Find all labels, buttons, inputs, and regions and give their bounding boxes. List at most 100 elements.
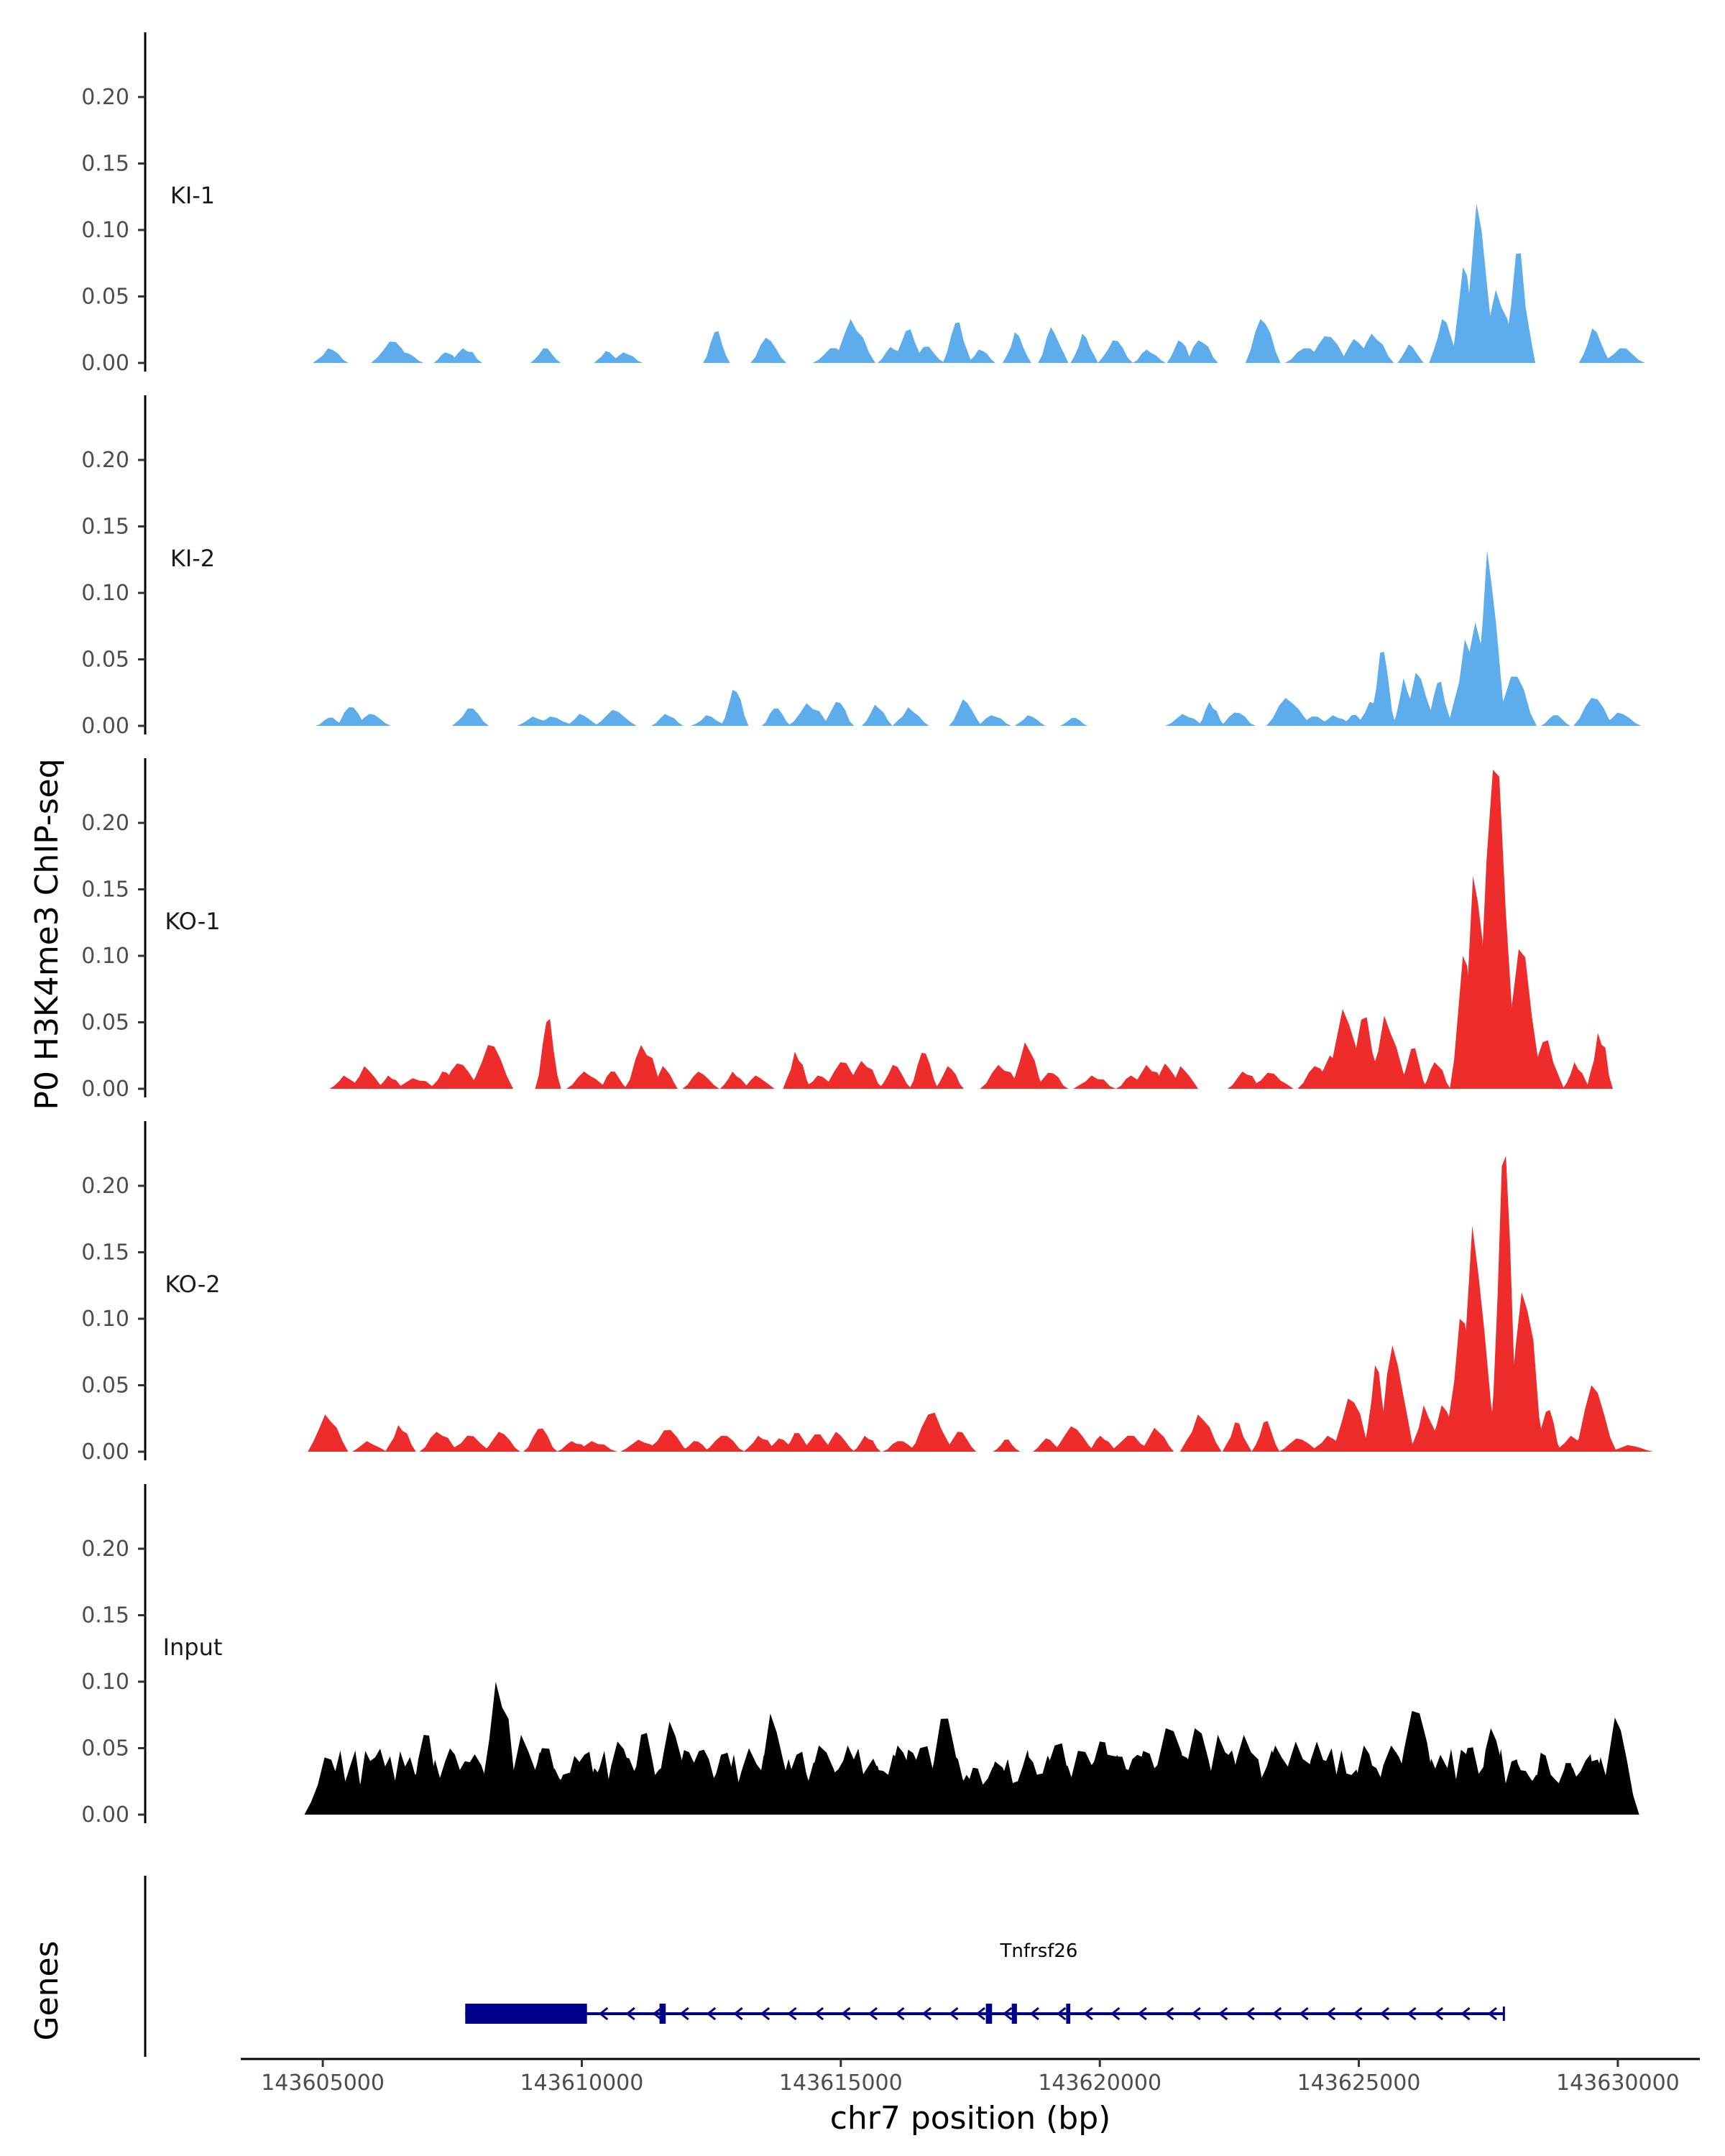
signal-peak — [845, 1061, 884, 1089]
y-tick-label: 0.05 — [81, 285, 129, 310]
signal-peak — [1222, 1735, 1273, 1815]
y-tick-label: 0.10 — [81, 1669, 129, 1695]
strand-arrow — [1325, 2007, 1336, 2021]
track-ko-2: 0.00 0.05 0.10 0.15 0.20 KO-2 — [81, 1121, 1653, 1465]
signal-peak — [1183, 340, 1218, 363]
signal-peak — [1473, 550, 1506, 726]
strand-arrow — [895, 2007, 905, 2021]
signal-peak — [680, 1441, 712, 1452]
signal-peak — [878, 1064, 912, 1089]
signal-peak — [682, 1072, 719, 1089]
gene-exon — [1011, 2004, 1017, 2024]
gene-utr-exon — [465, 2004, 587, 2024]
track-ko-1: 0.00 0.05 0.10 0.15 0.20 KO-1 — [81, 758, 1613, 1102]
y-tick-label: 0.10 — [81, 218, 129, 243]
strand-arrow — [1164, 2007, 1174, 2021]
signal-peak — [1599, 712, 1642, 726]
track-ki-1: 0.00 0.05 0.10 0.15 0.20 KI-1 — [81, 32, 1645, 376]
signal-peak — [1198, 701, 1225, 726]
signal-peak — [892, 707, 929, 726]
signal-peak — [523, 1428, 558, 1452]
signal-peak — [469, 1045, 513, 1089]
signal-peak — [1014, 715, 1046, 726]
signal-peak — [624, 1045, 664, 1089]
tracks-layer: 0.00 0.05 0.10 0.15 0.20 KI-1 0.00 0.05 0.10 0.15… — [81, 32, 1653, 1828]
signal-peak — [624, 1733, 664, 1815]
signal-peak — [942, 322, 972, 363]
signal-peak — [787, 703, 832, 726]
signal-peak — [861, 704, 893, 726]
y-tick-label: 0.00 — [81, 351, 129, 376]
signal-peak — [1059, 717, 1088, 726]
signal-peak — [1601, 348, 1645, 363]
signal-peak — [1330, 1399, 1373, 1452]
gene-name: Tnfrsf26 — [999, 1940, 1077, 1962]
x-axis-title: chr7 position (bp) — [830, 2100, 1111, 2137]
signal-peak — [1491, 676, 1537, 726]
signal-peak — [1376, 1345, 1414, 1452]
signal-peak — [1473, 770, 1519, 1089]
signal-peak — [448, 348, 483, 363]
x-tick-label: 143625000 — [1297, 2070, 1421, 2096]
strand-arrow — [625, 2007, 635, 2021]
signal-peak — [882, 1441, 919, 1452]
strand-arrow — [1029, 2007, 1039, 2021]
strand-arrow — [1433, 2007, 1444, 2021]
gene-exon — [659, 2004, 666, 2024]
x-tick-label: 143630000 — [1556, 2070, 1680, 2096]
strand-arrow — [1245, 2007, 1255, 2021]
y-tick-label: 0.10 — [81, 1307, 129, 1332]
signal-peak — [535, 1018, 561, 1089]
signal-peak — [594, 709, 637, 726]
strand-arrow — [1218, 2007, 1228, 2021]
signal-peak — [1010, 1042, 1044, 1089]
signal-peak — [565, 714, 599, 726]
signal-peak — [1578, 328, 1611, 363]
signal-peak — [976, 715, 1011, 726]
signal-peak — [1108, 1435, 1154, 1452]
signal-peak — [1179, 1414, 1222, 1452]
strand-arrow — [1353, 2007, 1363, 2021]
signal-peak — [439, 1063, 482, 1089]
strand-arrow — [1487, 2007, 1497, 2021]
y-tick-label: 0.00 — [81, 1077, 129, 1102]
signal-peak — [1002, 332, 1031, 363]
signal-peak — [1279, 1438, 1320, 1452]
strand-arrow — [598, 2007, 609, 2021]
signal-peak — [345, 1781, 383, 1815]
signal-peak — [451, 709, 489, 726]
signal-peak — [1251, 1421, 1280, 1452]
signal-peak — [781, 1433, 812, 1452]
signal-peak — [1461, 203, 1497, 363]
strand-arrow — [760, 2007, 770, 2021]
y-tick-label: 0.20 — [81, 1174, 129, 1199]
signal-peak — [1053, 1426, 1095, 1452]
signal-peak — [1499, 949, 1545, 1089]
signal-peak — [1132, 349, 1166, 363]
strand-arrow — [949, 2007, 959, 2021]
x-tick-label: 143620000 — [1038, 2070, 1162, 2096]
y-tick-label: 0.00 — [81, 1802, 129, 1828]
signal-peak — [1608, 1445, 1653, 1452]
y-tick-label: 0.05 — [81, 648, 129, 673]
signal-peak — [1504, 1292, 1545, 1452]
track-label: Input — [163, 1634, 223, 1661]
signal-peak — [1572, 1385, 1617, 1452]
signal-peak — [1596, 1717, 1639, 1815]
signal-peak — [644, 1429, 691, 1452]
signal-peak — [720, 690, 749, 726]
signal-peak — [1070, 333, 1098, 363]
signal-peak — [376, 1075, 405, 1089]
y-tick-label: 0.15 — [81, 1603, 129, 1628]
track-label: KO-1 — [165, 908, 220, 935]
signal-peak — [1399, 673, 1438, 726]
signal-peak — [691, 715, 727, 726]
signal-peak — [1474, 1728, 1513, 1815]
signal-peak — [352, 1441, 387, 1452]
signal-peak — [1354, 333, 1394, 363]
strand-arrow — [1299, 2007, 1309, 2021]
signal-peak — [533, 717, 574, 726]
y-axis-title: P0 H3K4me3 ChIP-seq — [29, 758, 65, 1110]
signal-peak — [1397, 344, 1424, 363]
